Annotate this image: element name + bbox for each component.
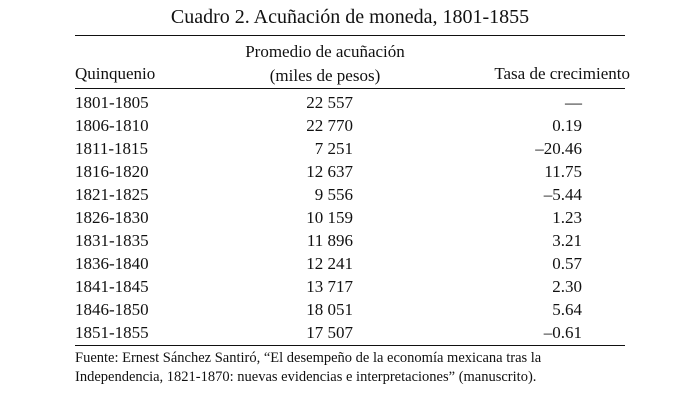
cell-average: 11 896: [306, 231, 353, 250]
table-body: 1801-1805 22 557 — 1806-1810 22 770 0.19…: [0, 91, 700, 344]
cell-average: 12 241: [306, 254, 353, 273]
cell-growth: 5.64: [552, 300, 582, 319]
cell-period: 1821-1825: [75, 185, 149, 204]
table-row: 1821-1825 9 556 –5.44: [0, 183, 700, 206]
header-average: Promedio de acuñación (miles de pesos): [215, 40, 435, 88]
table-row: 1836-1840 12 241 0.57: [0, 252, 700, 275]
table-row: 1831-1835 11 896 3.21: [0, 229, 700, 252]
cell-period: 1816-1820: [75, 162, 149, 181]
cell-growth: —: [565, 93, 582, 112]
cell-period: 1841-1845: [75, 277, 149, 296]
table-row: 1841-1845 13 717 2.30: [0, 275, 700, 298]
cell-period: 1831-1835: [75, 231, 149, 250]
cell-growth: 0.19: [552, 116, 582, 135]
cell-period: 1811-1815: [75, 139, 149, 158]
header-period: Quinquenio: [75, 64, 156, 83]
cell-period: 1836-1840: [75, 254, 149, 273]
cell-growth: –0.61: [543, 323, 582, 342]
cell-growth: –5.44: [543, 185, 582, 204]
table-row: 1801-1805 22 557 —: [0, 91, 700, 114]
cell-average: 17 507: [306, 323, 353, 342]
table-row: 1846-1850 18 051 5.64: [0, 298, 700, 321]
table-row: 1806-1810 22 770 0.19: [0, 114, 700, 137]
cell-growth: 1.23: [552, 208, 582, 227]
cell-average: 22 557: [306, 93, 353, 112]
header-average-line2: (miles de pesos): [269, 66, 381, 85]
cell-average: 22 770: [306, 116, 353, 135]
cell-growth: –20.46: [535, 139, 582, 158]
cell-average: 13 717: [306, 277, 353, 296]
cell-period: 1846-1850: [75, 300, 149, 319]
top-rule: [75, 35, 625, 36]
table-title: Cuadro 2. Acuñación de moneda, 1801-1855: [170, 6, 530, 28]
cell-average: 10 159: [306, 208, 353, 227]
cell-average: 7 251: [314, 139, 353, 158]
table-row: 1851-1855 17 507 –0.61: [0, 321, 700, 344]
cell-average: 12 637: [306, 162, 353, 181]
table-row: 1826-1830 10 159 1.23: [0, 206, 700, 229]
table-row: 1816-1820 12 637 11.75: [0, 160, 700, 183]
cell-average: 18 051: [306, 300, 353, 319]
cell-average: 9 556: [314, 185, 353, 204]
source-line-2: Independencia, 1821-1870: nuevas evidenc…: [75, 369, 537, 385]
header-growth: Tasa de crecimiento: [494, 64, 630, 83]
source-note: Fuente: Ernest Sánchez Santiró, “El dese…: [75, 349, 635, 387]
bottom-rule: [75, 345, 625, 346]
cell-growth: 11.75: [544, 162, 582, 181]
cell-period: 1801-1805: [75, 93, 149, 112]
cell-period: 1806-1810: [75, 116, 149, 135]
cell-growth: 2.30: [552, 277, 582, 296]
cell-growth: 3.21: [552, 231, 582, 250]
cell-period: 1826-1830: [75, 208, 149, 227]
table-row: 1811-1815 7 251 –20.46: [0, 137, 700, 160]
cell-growth: 0.57: [552, 254, 582, 273]
source-line-1: Fuente: Ernest Sánchez Santiró, “El dese…: [75, 350, 542, 366]
header-rule: [75, 88, 625, 89]
header-average-line1: Promedio de acuñación: [245, 42, 405, 61]
cell-period: 1851-1855: [75, 323, 149, 342]
